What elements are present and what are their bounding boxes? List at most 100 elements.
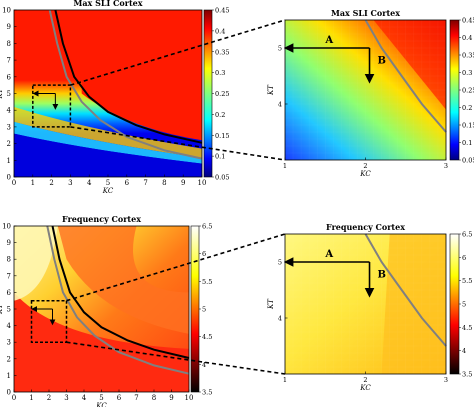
x-axis-label: KC bbox=[102, 187, 114, 195]
colorbar-tick-label: 0.3 bbox=[462, 69, 472, 77]
colorbar-tick-label: 4.5 bbox=[462, 324, 472, 332]
annotation-B: B bbox=[378, 56, 386, 67]
x-tick-label: 7 bbox=[143, 179, 147, 187]
colorbar-tick-label: 5.5 bbox=[202, 278, 212, 286]
y-tick-label: 5 bbox=[7, 90, 11, 98]
colorbar-tick-label: 4 bbox=[462, 347, 466, 355]
colorbar-tick-label: 5 bbox=[462, 301, 466, 309]
pixel-grid bbox=[285, 234, 446, 374]
boundary-curve-1 bbox=[54, 9, 203, 144]
colorbar-tick-label: 0.45 bbox=[462, 17, 474, 25]
annotation-A: A bbox=[324, 249, 333, 260]
chart-panel-1: 0 1 2 3 4 5 6 7 8 9 10 0 1 2 3 4 5 6 7 8 9 10 Max SLI Cortex KC… bbox=[0, 0, 229, 195]
zoom-connector-bottom bbox=[70, 126, 286, 161]
x-axis-label: KC bbox=[359, 170, 371, 178]
colorbar-tick-label: 6 bbox=[202, 250, 206, 258]
x-tick-label: 1 bbox=[283, 376, 287, 384]
colorbar-tick-label: 6.5 bbox=[462, 231, 472, 239]
colorbar-tick-label: 0.35 bbox=[215, 48, 229, 56]
zoom-connector-top bbox=[66, 233, 286, 302]
y-tick-label: 8 bbox=[7, 256, 11, 264]
x-tick-label: 3 bbox=[444, 376, 448, 384]
heatmap-high-region bbox=[373, 20, 446, 110]
chart-panel-3: 0 1 2 3 4 5 6 7 8 9 10 0 1 2 3 4 5 6 7 8 9 10 Frequency Cortex… bbox=[0, 214, 212, 407]
heatmap-low-region bbox=[14, 133, 202, 177]
x-tick-label: 8 bbox=[152, 394, 156, 402]
y-tick-label: 9 bbox=[7, 23, 11, 31]
y-tick-label: 4 bbox=[278, 101, 282, 109]
colorbar-tick-label: 6.5 bbox=[202, 223, 212, 231]
x-tick-label: 1 bbox=[283, 162, 287, 170]
zoom-region-box bbox=[30, 299, 68, 343]
pixel-grid bbox=[285, 20, 446, 160]
colorbar bbox=[203, 9, 213, 178]
y-tick-label: 3 bbox=[7, 123, 11, 131]
chart-panel-2: A B 1 2 3 4 5 Max SLI Cortex KC KT 0.05 0.1 0.15 0.2 0… bbox=[267, 8, 474, 178]
colorbar-tick-label: 0.3 bbox=[215, 69, 225, 77]
x-axis-label: KC bbox=[95, 402, 107, 407]
x-tick-label: 2 bbox=[363, 376, 367, 384]
colorbar-tick-label: 0.25 bbox=[215, 90, 229, 98]
annotation-A: A bbox=[324, 35, 333, 46]
x-tick-label: 9 bbox=[181, 179, 185, 187]
y-tick-label: 5 bbox=[278, 45, 282, 53]
y-tick-label: 4 bbox=[7, 107, 12, 115]
y-tick-label: 6 bbox=[7, 73, 12, 81]
chart-title: Max SLI Cortex bbox=[74, 0, 143, 8]
x-tick-label: 2 bbox=[47, 394, 51, 402]
colorbar-tick-label: 0.1 bbox=[215, 153, 225, 161]
x-tick-label: 9 bbox=[169, 394, 173, 402]
colorbar-tick-label: 0.15 bbox=[215, 132, 229, 140]
colorbar-tick-label: 3.5 bbox=[202, 389, 212, 397]
colorbar-tick-label: 4.5 bbox=[202, 333, 212, 341]
heatmap-lower-region bbox=[381, 234, 446, 374]
y-tick-label: 2 bbox=[7, 140, 11, 148]
x-tick-label: 0 bbox=[12, 394, 16, 402]
zoom-connector-top bbox=[70, 19, 286, 86]
y-tick-label: 8 bbox=[7, 40, 11, 48]
boundary-curve-1 bbox=[364, 233, 447, 347]
colorbar-tick-label: 0.25 bbox=[462, 87, 474, 95]
y-tick-label: 5 bbox=[278, 259, 282, 267]
annotation-B: B bbox=[378, 270, 386, 281]
y-tick-label: 1 bbox=[7, 372, 11, 380]
y-tick-label: 7 bbox=[7, 272, 11, 280]
x-tick-label: 10 bbox=[185, 394, 194, 402]
heatmap-high-freq-region bbox=[14, 226, 58, 301]
x-tick-label: 10 bbox=[198, 179, 207, 187]
y-tick-label: 3 bbox=[7, 339, 11, 347]
y-tick-label: 4 bbox=[7, 322, 12, 330]
zoom-connector-bottom bbox=[66, 341, 286, 375]
colorbar-tick-label: 0.2 bbox=[462, 104, 472, 112]
x-tick-label: 0 bbox=[12, 179, 16, 187]
y-tick-label: 5 bbox=[7, 306, 11, 314]
y-tick-label: 6 bbox=[7, 289, 12, 297]
x-tick-label: 5 bbox=[99, 394, 103, 402]
x-tick-label: 6 bbox=[125, 179, 130, 187]
colorbar-tick-label: 0.15 bbox=[462, 122, 474, 130]
x-tick-label: 3 bbox=[68, 179, 72, 187]
boundary-curve-2 bbox=[46, 225, 190, 375]
boundary-curve-2 bbox=[48, 9, 203, 160]
y-tick-label: 10 bbox=[2, 223, 11, 231]
y-tick-label: 1 bbox=[7, 157, 11, 165]
heatmap-low-freq-region bbox=[14, 292, 189, 392]
y-tick-label: 9 bbox=[7, 239, 11, 247]
colorbar-tick-label: 0.1 bbox=[462, 139, 472, 147]
boundary-curve-1 bbox=[51, 225, 190, 359]
colorbar-tick-label: 0.4 bbox=[462, 34, 472, 42]
colorbar-tick-label: 0.4 bbox=[215, 27, 225, 35]
colorbar-tick-label: 0.45 bbox=[215, 7, 229, 15]
y-axis-label: KT bbox=[0, 87, 4, 99]
x-tick-label: 4 bbox=[87, 179, 92, 187]
heatmap-cool-band bbox=[14, 121, 202, 164]
y-axis-label: KT bbox=[267, 298, 275, 310]
x-tick-label: 1 bbox=[29, 394, 33, 402]
x-axis-label: KC bbox=[359, 384, 371, 392]
y-tick-label: 2 bbox=[7, 355, 11, 363]
y-tick-label: 0 bbox=[7, 174, 11, 182]
colorbar-tick-label: 6 bbox=[462, 254, 466, 262]
heatmap-high-region bbox=[81, 10, 202, 141]
chart-panel-4: A B 1 2 3 4 5 Frequency Cortex KC KT 3.5 4 4.5 5 5.5 6 6… bbox=[267, 222, 472, 392]
